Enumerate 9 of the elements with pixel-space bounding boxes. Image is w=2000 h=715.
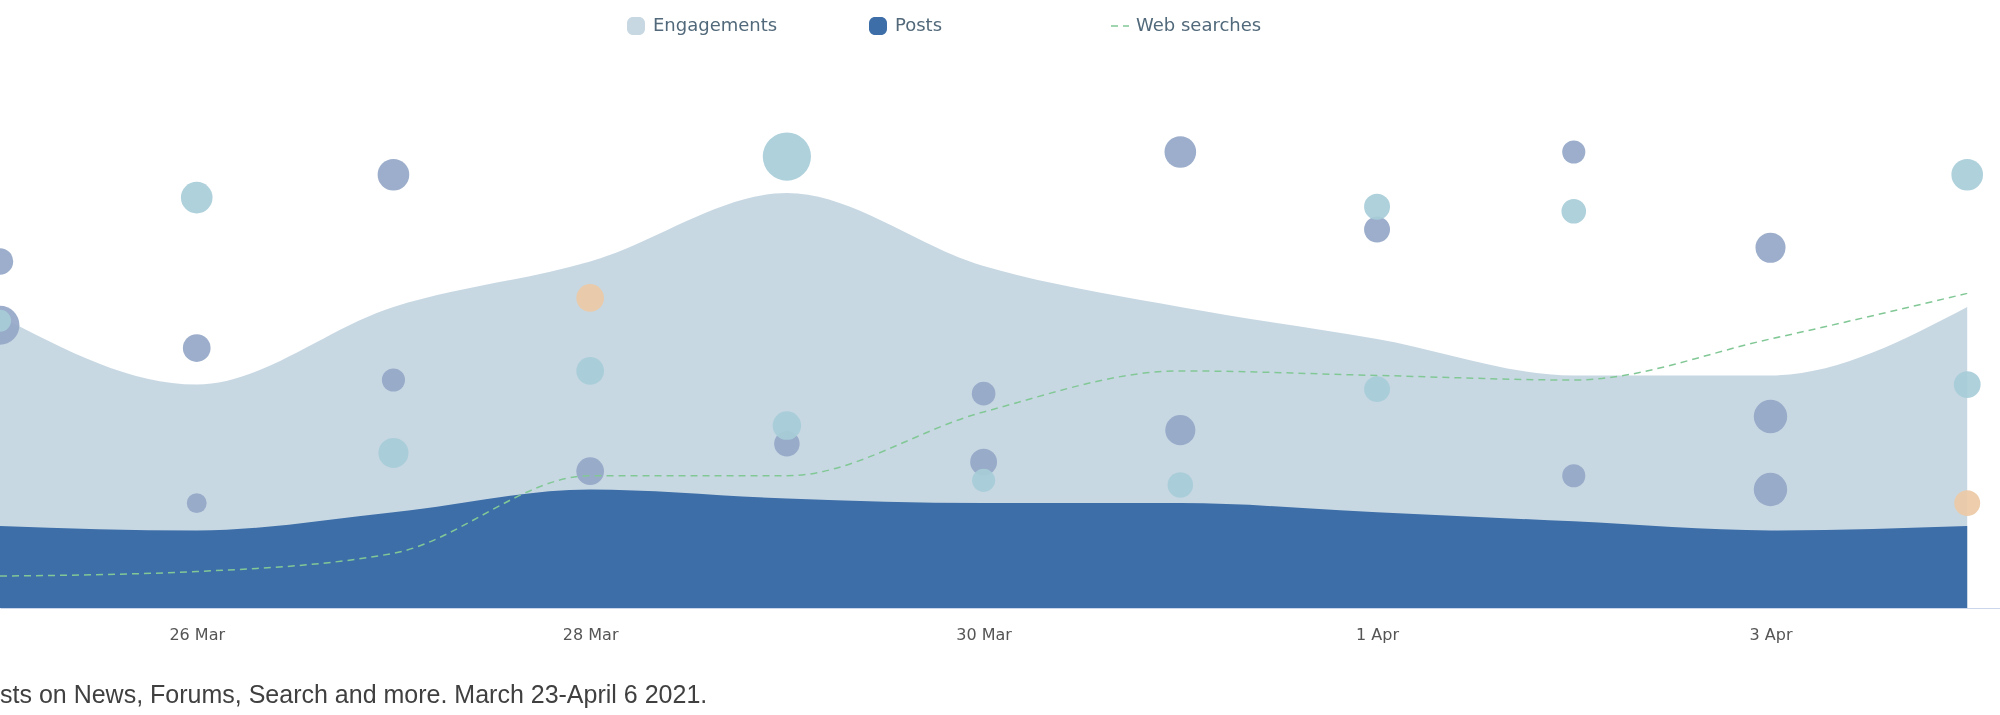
x-tick-label: 28 Mar	[562, 624, 619, 644]
legend-label: Posts	[895, 14, 943, 35]
text: sts on News, Forums, Search and more. March 23-April 6 2021.	[0, 680, 708, 708]
x-tick-label: 3 Apr	[1749, 624, 1793, 644]
x-tick-label: 30 Mar	[956, 624, 1013, 644]
x-tick-label: 26 Mar	[169, 624, 226, 644]
legend-label: Web searches	[1136, 14, 1262, 35]
legend-label: Engagements	[653, 14, 778, 35]
x-tick-label: 1 Apr	[1356, 624, 1400, 644]
